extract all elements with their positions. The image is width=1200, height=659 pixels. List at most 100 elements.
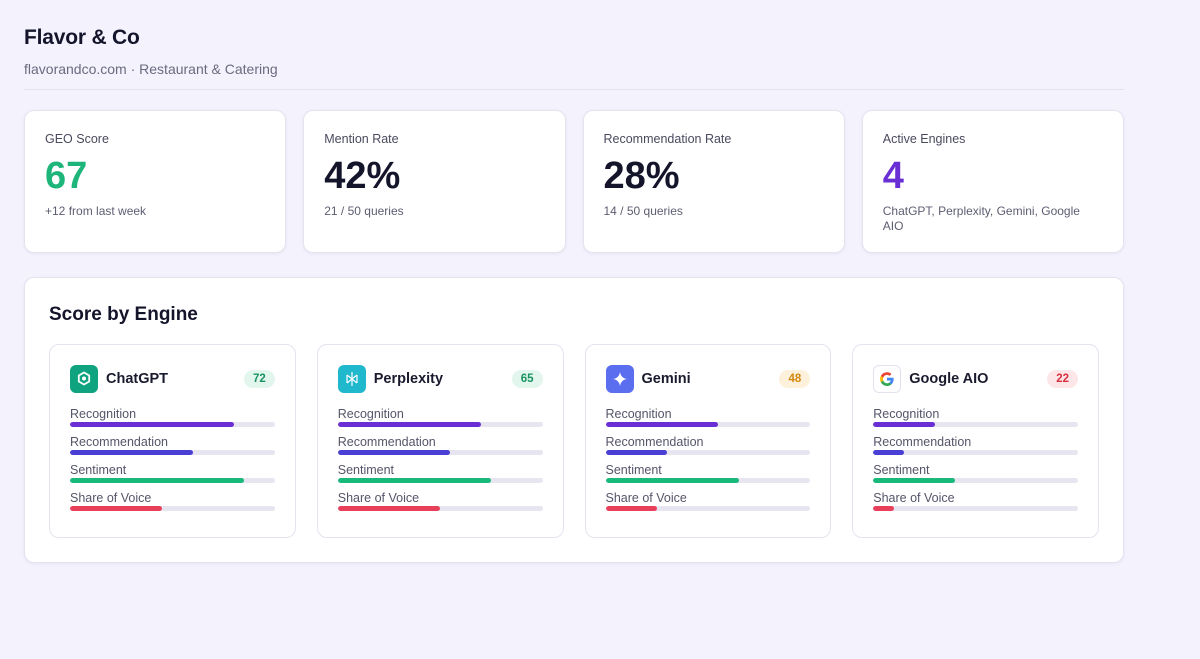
bar-track	[605, 506, 811, 511]
score-by-engine-panel: Score by Engine ChatGPT 72 Recognition R…	[24, 277, 1124, 563]
score-badge: 65	[511, 370, 543, 388]
metric-share-of-voice: Share of Voice	[337, 491, 543, 511]
stat-sub: 21 / 50 queries	[324, 204, 404, 218]
stat-value: 4	[882, 155, 904, 197]
engine-card-perplexity[interactable]: Perplexity 65 Recognition Recommendation…	[316, 344, 564, 538]
metric-sentiment: Sentiment	[873, 463, 1078, 483]
metric-label: Share of Voice	[337, 491, 420, 505]
bar-fill-sentiment	[873, 478, 956, 483]
metric-label: Recommendation	[873, 435, 972, 449]
metric-recommendation: Recommendation	[605, 435, 811, 455]
stats-row: GEO Score 67 +12 from last week Mention …	[24, 110, 1124, 253]
bar-fill-share-of-voice	[605, 506, 657, 511]
bar-fill-sentiment	[337, 478, 492, 483]
stat-card-geo-score: GEO Score 67 +12 from last week	[24, 110, 287, 253]
bar-fill-share-of-voice	[70, 506, 163, 511]
stat-sub: 14 / 50 queries	[603, 204, 683, 218]
stat-value: 67	[45, 155, 88, 197]
metric-recognition: Recognition	[605, 407, 811, 427]
stat-value: 28%	[603, 155, 680, 197]
stat-label: GEO Score	[45, 132, 109, 146]
metric-label: Recommendation	[337, 435, 436, 449]
stat-label: Active Engines	[882, 132, 966, 146]
metric-share-of-voice: Share of Voice	[70, 491, 275, 511]
metric-sentiment: Sentiment	[70, 463, 275, 483]
metric-label: Recommendation	[70, 435, 168, 449]
page-subtitle: flavorandco.com · Restaurant & Catering	[24, 61, 278, 77]
page-header: Flavor & Co flavorandco.com · Restaurant…	[24, 26, 1124, 77]
metric-recommendation: Recommendation	[873, 435, 1078, 455]
bar-fill-recognition	[873, 422, 935, 427]
bar-fill-sentiment	[605, 478, 739, 483]
bar-track	[337, 450, 543, 455]
bar-fill-recognition	[337, 422, 482, 427]
header-divider	[24, 89, 1124, 90]
metric-label: Sentiment	[605, 463, 662, 477]
metric-label: Recognition	[873, 407, 940, 421]
bar-track	[605, 450, 811, 455]
bar-track	[337, 506, 543, 511]
bar-fill-recommendation	[605, 450, 667, 455]
engine-card-google-aio[interactable]: Google AIO 22 Recognition Recommendation…	[852, 344, 1099, 538]
bar-track	[873, 450, 1078, 455]
score-badge: 72	[243, 370, 275, 388]
engine-card-chatgpt[interactable]: ChatGPT 72 Recognition Recommendation Se…	[49, 344, 296, 538]
stat-label: Recommendation Rate	[603, 132, 732, 146]
stat-sub: ChatGPT, Perplexity, Gemini, Google AIO	[882, 204, 1080, 233]
metric-label: Recognition	[605, 407, 672, 421]
panel-title: Score by Engine	[49, 304, 198, 325]
metric-label: Share of Voice	[70, 491, 152, 505]
metric-label: Recognition	[337, 407, 404, 421]
bar-track	[873, 478, 1078, 483]
stat-card-active-engines: Active Engines 4 ChatGPT, Perplexity, Ge…	[861, 110, 1124, 253]
bar-track	[337, 422, 543, 427]
google-icon	[873, 365, 902, 393]
bar-fill-share-of-voice	[873, 506, 894, 511]
page-title: Flavor & Co	[24, 26, 140, 49]
metric-recognition: Recognition	[873, 407, 1078, 427]
bar-fill-recommendation	[337, 450, 451, 455]
engine-card-gemini[interactable]: Gemini 48 Recognition Recommendation Sen…	[584, 344, 832, 538]
metric-sentiment: Sentiment	[337, 463, 543, 483]
score-badge: 22	[1047, 370, 1078, 388]
metric-label: Share of Voice	[873, 491, 955, 505]
metric-recommendation: Recommendation	[70, 435, 275, 455]
bar-track	[873, 506, 1078, 511]
metric-share-of-voice: Share of Voice	[605, 491, 811, 511]
bar-track	[337, 478, 543, 483]
engine-grid: ChatGPT 72 Recognition Recommendation Se…	[49, 344, 1099, 538]
metric-recommendation: Recommendation	[337, 435, 543, 455]
bar-fill-recommendation	[873, 450, 904, 455]
engine-name: Perplexity	[373, 371, 444, 387]
engine-name: Google AIO	[909, 371, 989, 387]
metric-label: Sentiment	[873, 463, 930, 477]
bar-track	[70, 422, 275, 427]
stat-label: Mention Rate	[324, 132, 399, 146]
metric-label: Recognition	[70, 407, 137, 421]
gemini-icon	[605, 365, 634, 393]
bar-track	[70, 450, 275, 455]
bar-track	[605, 478, 811, 483]
engine-name: ChatGPT	[106, 371, 169, 387]
chatgpt-icon	[70, 365, 98, 393]
metric-sentiment: Sentiment	[605, 463, 811, 483]
bar-fill-recognition	[70, 422, 234, 427]
bar-fill-share-of-voice	[337, 506, 441, 511]
bar-track	[605, 422, 811, 427]
metric-label: Sentiment	[337, 463, 395, 477]
stat-card-recommendation-rate: Recommendation Rate 28% 14 / 50 queries	[582, 110, 845, 253]
metric-label: Sentiment	[70, 463, 127, 477]
bar-track	[70, 478, 275, 483]
metric-label: Recommendation	[605, 435, 704, 449]
stat-value: 42%	[324, 155, 401, 197]
score-badge: 48	[779, 370, 811, 388]
metric-recognition: Recognition	[70, 407, 275, 427]
stat-card-mention-rate: Mention Rate 42% 21 / 50 queries	[303, 110, 566, 253]
bar-track	[70, 506, 275, 511]
engine-name: Gemini	[641, 371, 691, 387]
bar-fill-recognition	[605, 422, 719, 427]
bar-fill-recommendation	[70, 450, 193, 455]
metric-recognition: Recognition	[337, 407, 543, 427]
stat-sub: +12 from last week	[45, 204, 147, 218]
perplexity-icon	[337, 365, 366, 393]
